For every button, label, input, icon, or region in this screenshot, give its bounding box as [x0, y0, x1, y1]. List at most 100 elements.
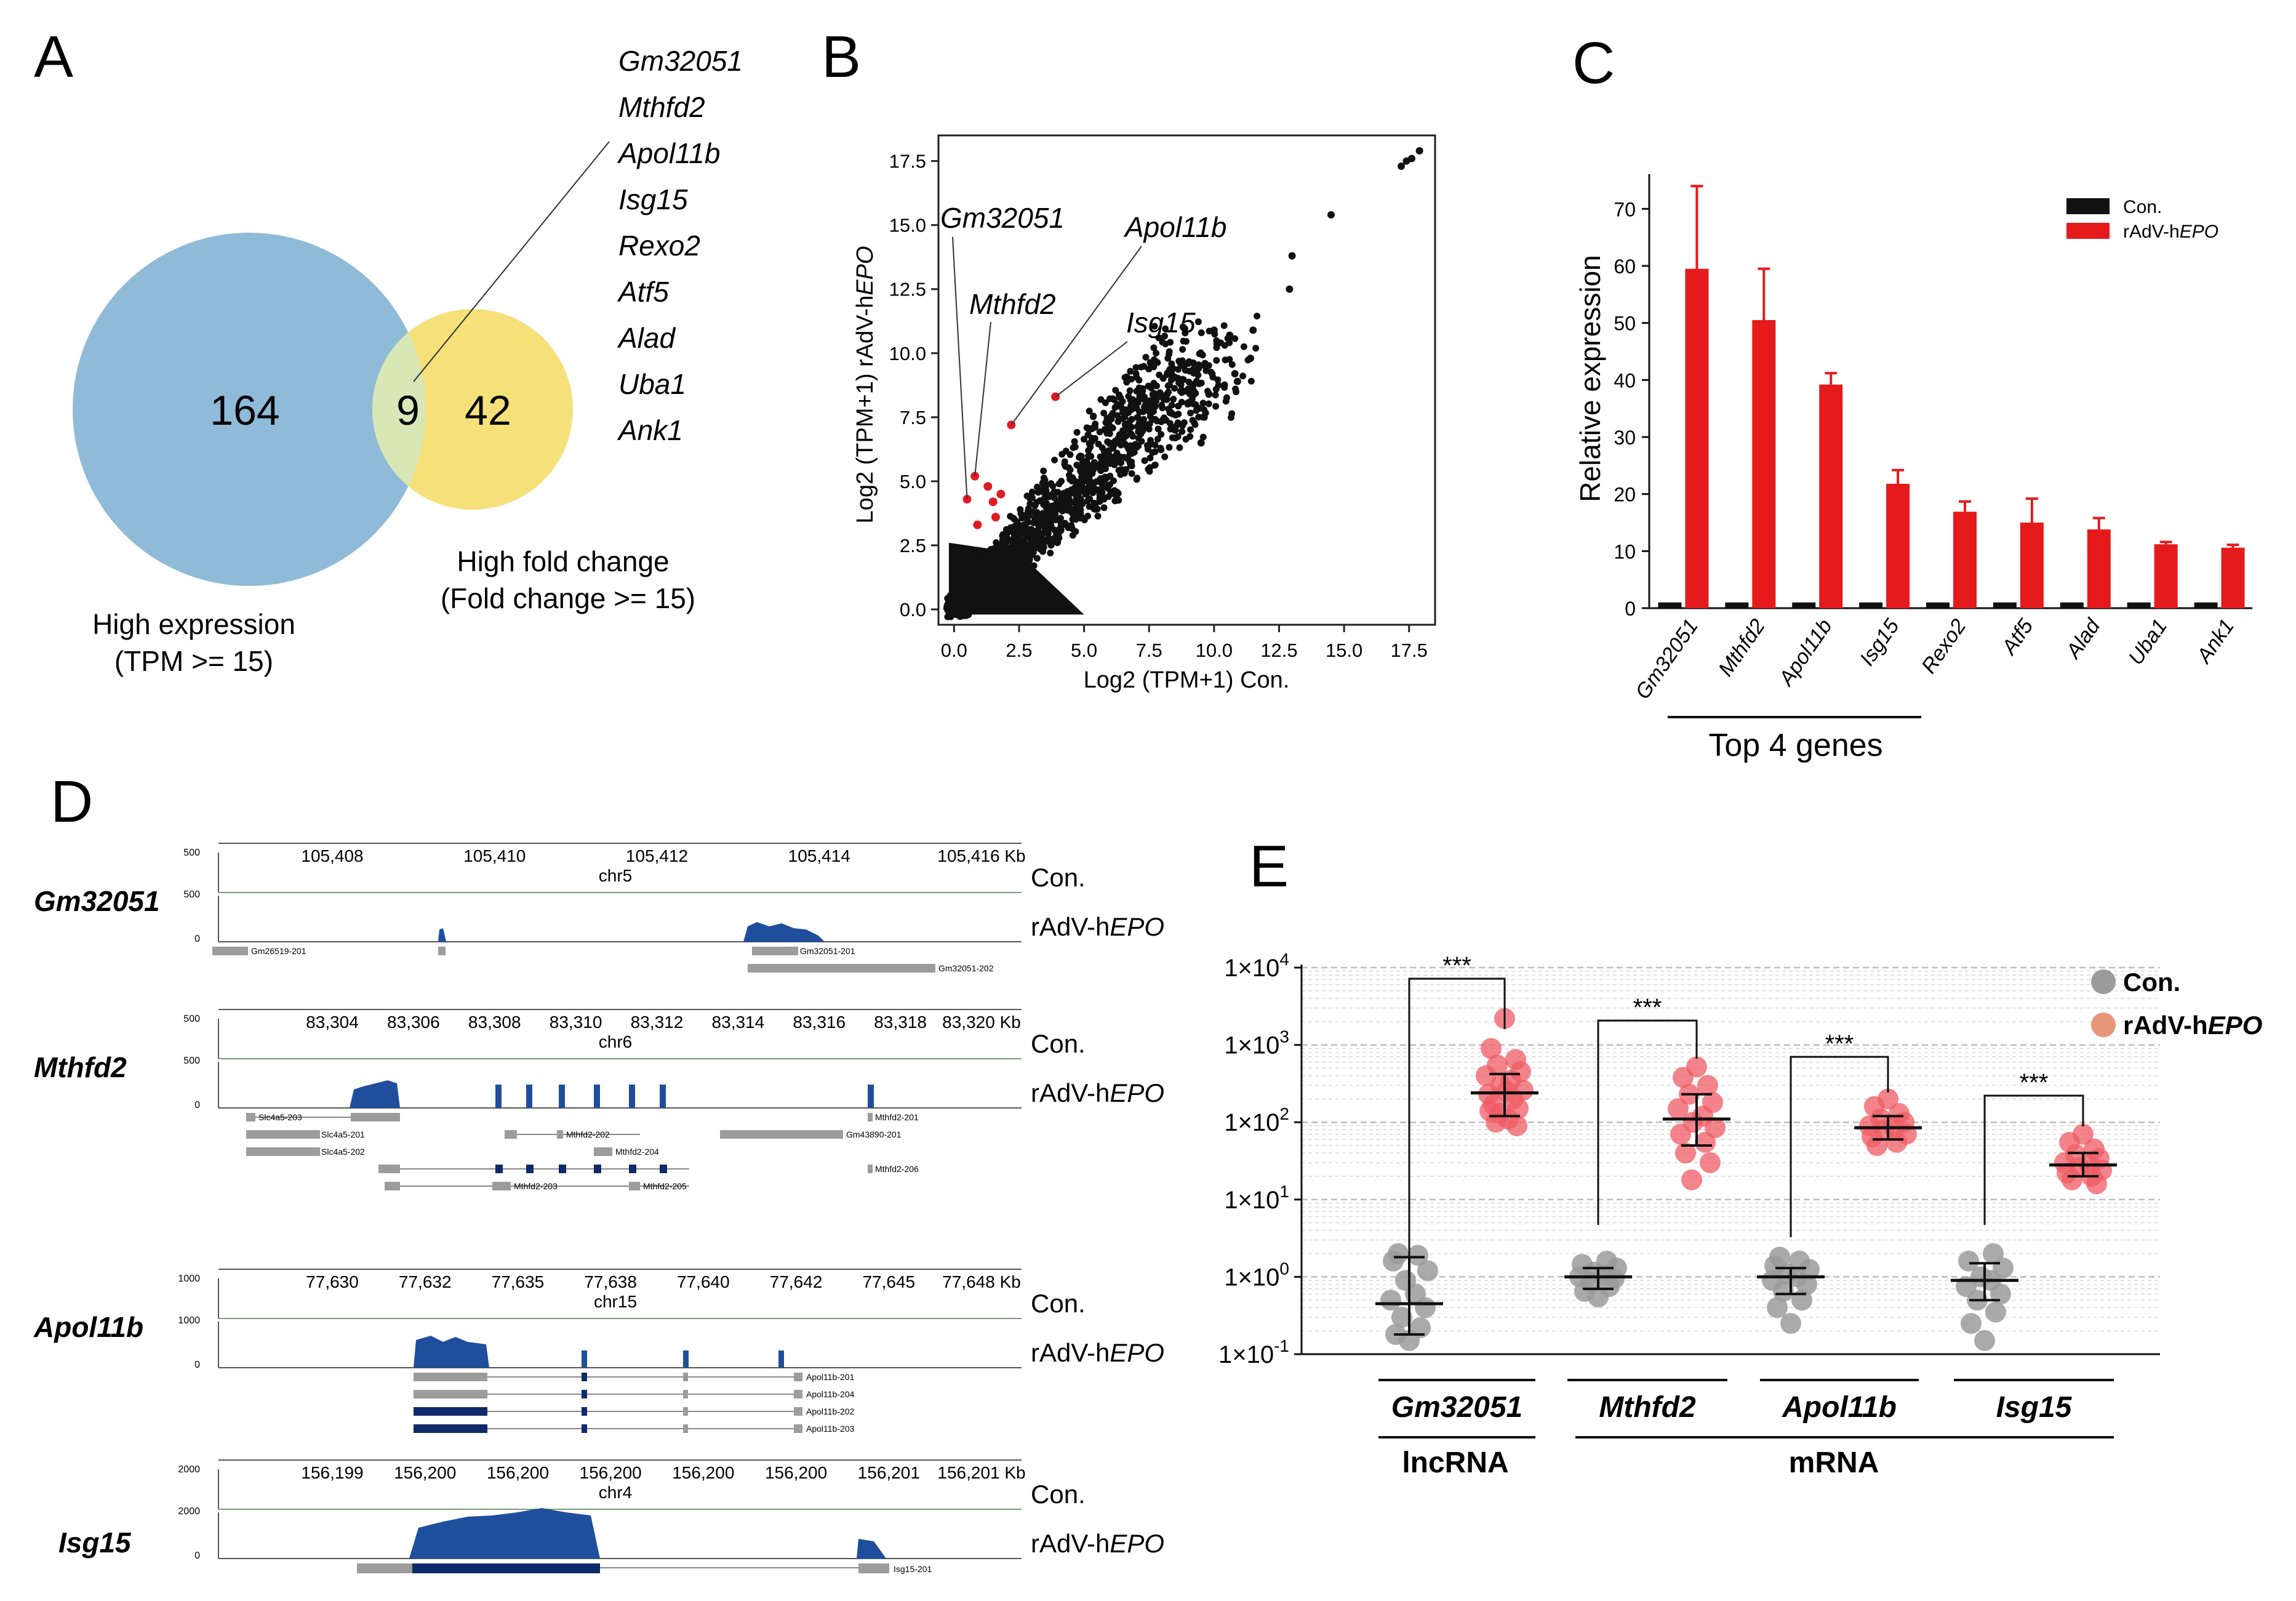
exon-block: [495, 1165, 503, 1173]
scatter-b-point: [1142, 353, 1150, 361]
scatter-b-point: [974, 572, 981, 579]
scatter-b-point: [1066, 466, 1074, 473]
transcript-label: Gm32051-201: [800, 946, 855, 956]
scatter-b-point: [1096, 428, 1103, 436]
scatter-b-point: [1080, 436, 1087, 443]
dot-e-significance-bracket: [1983, 1094, 2084, 1225]
track-tick-label: 105,408: [301, 846, 363, 865]
exon-block: [794, 1373, 802, 1381]
scatter-b-point: [957, 603, 964, 610]
scatter-b-point: [1170, 395, 1177, 403]
track-gm32051: 105,408 105,410 105,412 105,414 105,416 Kb ch…: [34, 843, 1164, 973]
scatter-b-point: [1254, 313, 1261, 320]
scatter-b-point: [1128, 430, 1135, 438]
exon-block: [212, 947, 248, 955]
scatter-b-point: [1076, 488, 1083, 495]
scatter-b-point: [1202, 367, 1210, 374]
coverage-peak: [868, 1085, 874, 1108]
scatter-b-point: [1196, 350, 1203, 358]
scatter-b-highlight-point: [996, 489, 1006, 499]
scatter-b-outlier-point: [1398, 162, 1406, 170]
bar-c-category-label: Apol11b: [1774, 615, 1836, 691]
scatter-b-point: [1047, 541, 1055, 548]
scatter-b-point: [1073, 428, 1081, 436]
scatter-b-point: [1164, 382, 1172, 390]
scatter-b-point: [1088, 425, 1095, 433]
bar-c-category-label: Alad: [2061, 614, 2105, 664]
venn-left-label-1: High expression: [92, 608, 295, 640]
coverage-peak: [526, 1085, 532, 1108]
scatter-b-point: [1071, 438, 1078, 445]
scatter-b-point: [983, 550, 991, 558]
track-epo-label-prefix: rAdV-h: [1031, 1529, 1110, 1558]
transcript-label: Gm43890-201: [846, 1130, 902, 1139]
transcript-label: Apol11b-203: [806, 1424, 855, 1434]
dot-e-significance-stars: ***: [2020, 1069, 2049, 1096]
dot-e-ytick-base: 1×10: [1224, 955, 1279, 982]
track-tick-label: 77,648 Kb: [942, 1272, 1021, 1291]
track-chrom-label: chr4: [599, 1483, 632, 1502]
scatter-b-point: [993, 560, 1000, 568]
scatter-b-point: [1223, 394, 1230, 401]
dot-e-significance-bracket: [1597, 1019, 1698, 1225]
track-tick-label: 156,200: [580, 1463, 642, 1482]
bar-c-epo: [1953, 512, 1977, 608]
scatter-b-point: [1130, 401, 1138, 409]
exon-block: [582, 1373, 587, 1381]
dot-e-con-point: [1596, 1250, 1617, 1272]
exon-block: [357, 1563, 412, 1573]
scatter-b-point: [1164, 369, 1171, 377]
scatter-b-point: [999, 532, 1006, 539]
scatter-b-outlier-point: [1415, 146, 1423, 154]
scatter-b-annotation-line: [1010, 246, 1142, 425]
track-epo-label-prefix: rAdV-h: [1031, 912, 1110, 941]
scatter-b-point: [1175, 411, 1182, 418]
scatter-b-point: [1034, 535, 1041, 542]
scatter-b-point: [1134, 414, 1141, 421]
scatter-b-point: [1009, 557, 1017, 564]
scatter-b-point: [1148, 385, 1155, 392]
scatter-b-point: [1180, 376, 1187, 383]
dot-e-epo-point: [2086, 1173, 2107, 1195]
bar-c-ytick-label: 10: [1614, 540, 1636, 563]
scatter-b-point: [1064, 488, 1071, 495]
exon-block: [351, 1113, 400, 1122]
bar-c-category-label: Mthfd2: [1714, 615, 1770, 681]
track-tick-label: 83,306: [387, 1013, 440, 1032]
scatter-b-point: [1026, 543, 1033, 550]
dot-e-ytick-exp: -1: [1274, 1336, 1289, 1355]
track-tick-label: 105,414: [788, 846, 850, 865]
transcript-label: Slc4a5-203: [258, 1112, 302, 1122]
scatter-b-point: [1153, 382, 1160, 390]
transcript-label: Mthfd2-202: [566, 1130, 610, 1139]
bar-c-ytick-label: 20: [1614, 484, 1636, 506]
track-scale-zero: 0: [194, 1360, 200, 1370]
exon-block: [683, 1373, 688, 1381]
bar-c-category-label: Ank1: [2191, 615, 2239, 668]
scatter-b-point: [1101, 426, 1108, 433]
scatter-b-point: [1094, 513, 1102, 520]
scatter-b-point: [1252, 345, 1260, 352]
track-epo-label-italic: EPO: [1110, 912, 1164, 941]
scatter-b-highlight-point: [988, 497, 998, 507]
scatter-b-point: [1191, 419, 1198, 427]
scatter-b-point: [1149, 415, 1156, 423]
coverage-peak: [594, 1085, 600, 1108]
dot-e-epo-point: [1700, 1152, 1721, 1173]
scatter-b-points: [962, 146, 1423, 529]
track-con-label: Con.: [1031, 1289, 1086, 1318]
legend-epo-prefix: rAdV-h: [2123, 1011, 2208, 1040]
exon-block: [246, 1147, 320, 1156]
dot-e-epo-point: [1481, 1038, 1502, 1059]
dot-e-con-point: [1380, 1290, 1401, 1311]
scatter-b-point: [992, 545, 999, 552]
track-tick-label: 77,635: [492, 1272, 545, 1291]
dot-e-epo-point: [2062, 1169, 2082, 1190]
track-apol11b: 77,630 77,632 77,635 77,638 77,640 77,642 77,6…: [33, 1269, 1164, 1434]
track-epo-label: rAdV-hEPO: [1031, 1338, 1164, 1367]
scatter-b-point: [1162, 417, 1169, 424]
scatter-b-outlier-point: [1231, 370, 1239, 378]
scatter-b-point: [1187, 426, 1194, 433]
scatter-b-xtick-label: 2.5: [1006, 640, 1032, 661]
scatter-b-xtick-label: 7.5: [1136, 640, 1162, 661]
